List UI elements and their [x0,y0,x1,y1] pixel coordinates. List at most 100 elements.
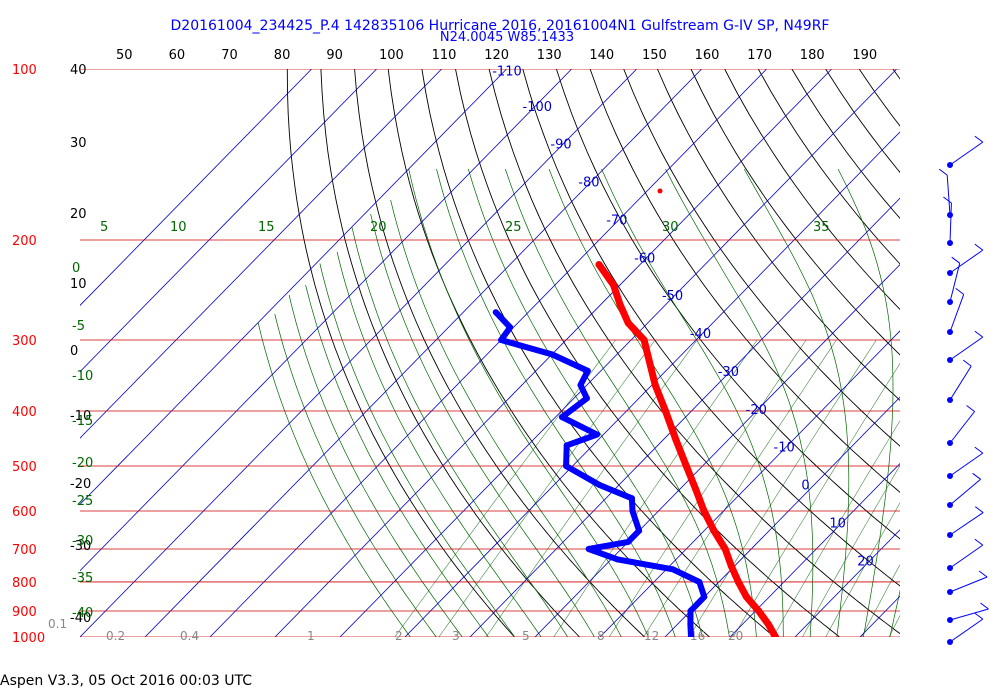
dewpoint-point [563,463,570,469]
temperature-isolated-point [657,188,663,194]
dewpoint-point [625,538,632,545]
isotherm-label: -90 [550,138,571,153]
dewpoint-point [636,527,643,534]
temperature-point [700,507,708,515]
pressure-tick-label: 200 [12,234,37,249]
wind-barb-staff [949,452,984,477]
theta-e-label: -40 [72,606,93,621]
dewpoint-point [614,556,621,563]
temperature-point [727,562,735,570]
isotherm-line [80,69,572,572]
temperature-point [692,486,700,493]
wind-barb-flag [974,330,984,338]
wind-barb-staff [949,263,961,303]
theta-e-label: -20 [72,456,93,471]
temperature-point [764,620,772,628]
wind-barb-flag [978,570,988,578]
dry-adiabat-line [387,69,711,637]
left-axis-label: 0 [70,344,78,359]
pressure-tick-label: 900 [12,605,37,620]
mixing-ratio-line [802,464,900,637]
theta-e-label: 30 [662,220,679,235]
dewpoint-point [628,495,635,502]
isotherm-line [80,69,507,505]
dry-adiabat-line [825,69,900,174]
pressure-tick-label: 700 [12,543,37,558]
wind-barb-flag [980,602,989,610]
temperature-point [651,381,659,389]
mixing-ratio-line [394,339,616,637]
wind-barb-base [947,532,953,538]
mixing-ratio-label: 8 [597,629,605,643]
moist-adiabat-line [837,168,894,637]
pressure-tick-label: 800 [12,576,37,591]
dewpoint-point [549,351,555,358]
wind-barb-base [947,617,953,623]
wind-barb-flag [955,287,965,295]
isotherm-line [990,69,1000,637]
dewpoint-point [584,367,591,374]
temperature-profile-line [595,261,779,637]
moist-adiabat-line [467,168,703,637]
chart-subtitle: N24.0045 W85.1433 [440,30,574,45]
isotherm-label: -20 [746,403,767,418]
isotherm-line [925,69,1000,637]
dry-adiabat-line [286,69,516,637]
isotherm-line [404,131,900,637]
dry-adiabat-line [892,69,900,80]
moist-adiabat-line [436,168,676,637]
wind-barb-staff [949,576,988,593]
wind-barb-flag [951,256,961,264]
dewpoint-point [688,634,694,637]
dry-adiabat-line [690,69,900,356]
mixing-ratio-line [861,563,900,637]
temperature-point [640,336,648,344]
theta-e-label: 35 [813,220,830,235]
left-axis-label: -30 [70,539,91,554]
mixing-ratio-label: 20 [728,629,743,643]
wind-barb-flag [974,446,984,454]
mixing-ratio-line [825,502,900,637]
isotherm-label: -60 [634,251,655,266]
wind-barb-base [947,565,953,571]
theta-e-label: 10 [170,220,187,235]
dewpoint-point [594,431,600,438]
dewpoint-point [507,324,514,331]
wind-barb-base [947,473,953,479]
pressure-tick-label: 400 [12,405,37,420]
dewpoint-point [563,442,570,449]
isotherm-label: -50 [662,289,683,304]
wind-barb-staff [949,544,984,569]
temperature-point [624,319,632,327]
dewpoint-point [687,621,694,628]
dewpoint-point [696,579,703,585]
theta-top-label: 120 [484,48,509,63]
wind-barb-flag [943,196,952,204]
theta-e-label: -15 [72,414,93,429]
dry-adiabat-line [522,69,900,587]
isotherm-label: 10 [829,516,846,531]
dewpoint-point [701,593,708,600]
isotherm-line [664,396,900,637]
wind-barb-base [947,639,953,645]
dry-adiabat-line [488,69,900,635]
temperature-point [710,527,718,535]
dewpoint-point [583,395,590,402]
wind-barb-base [947,212,953,218]
theta-e-label: -10 [72,369,93,384]
temperature-point [616,301,624,309]
wind-barb-base [947,440,953,446]
mixing-ratio-label: 16 [690,629,705,643]
dry-adiabat-line [724,69,900,310]
left-axis-label: 30 [70,136,87,151]
mixing-ratio-line [733,362,900,637]
theta-e-label: 20 [370,220,387,235]
mixing-ratio-label: 5 [522,629,530,643]
isotherm-line [469,197,900,637]
wind-barb-flag [974,243,984,251]
dry-adiabat-line [973,43,1000,649]
moist-adiabat-line [370,213,595,637]
moist-adiabat-line [288,294,463,637]
dry-adiabat-line [421,69,776,637]
dewpoint-point [669,566,676,573]
